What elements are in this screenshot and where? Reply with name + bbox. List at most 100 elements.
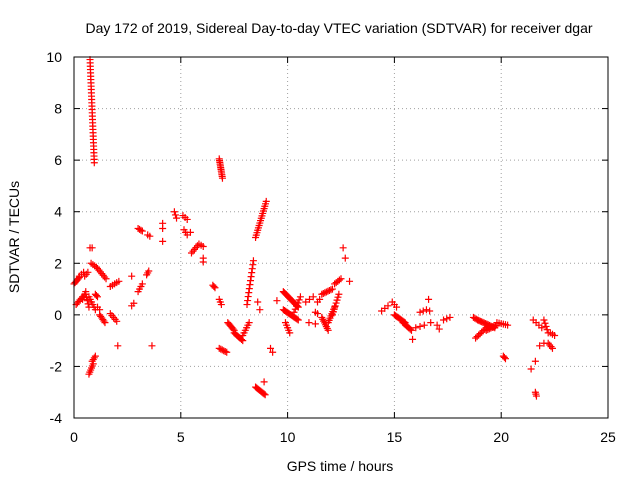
data-point [256,306,264,314]
data-point [170,208,178,216]
data-point [305,295,313,303]
data-point [91,352,99,360]
data-point [491,322,499,330]
data-point [305,319,313,327]
grid-lines [74,57,608,418]
data-point [324,326,332,334]
data-point [199,243,207,251]
data-point [102,275,110,283]
data-point [540,316,548,324]
data-point [293,302,301,310]
data-point [293,315,301,323]
data-point [501,355,509,363]
data-point [319,289,327,297]
data-point [238,336,246,344]
data-point [261,391,269,399]
data-point [536,342,544,350]
data-point [325,287,333,295]
data-point [218,346,226,354]
data-point [210,282,218,290]
data-point [331,302,339,310]
data-point [500,353,508,361]
y-axis-label: SDTVAR / TECUs [6,181,22,293]
data-point [145,267,153,275]
data-point [393,303,401,311]
data-point [416,322,424,330]
data-point [443,315,451,323]
data-point [171,211,179,219]
data-point [335,276,343,284]
plot-area-border [73,56,609,419]
data-point [146,232,154,240]
data-point [254,298,262,306]
data-point [314,310,322,318]
data-point [478,328,486,336]
data-point [296,293,304,301]
y-tick-label: 6 [54,152,62,168]
data-point [472,334,480,342]
axis-ticks: 0 5 10 15 20 25 -4 -2 0 2 4 6 8 10 [46,49,616,445]
data-point [217,345,225,353]
data-point [321,289,329,297]
data-point [130,299,138,307]
data-point [435,325,443,333]
data-point [334,293,342,301]
data-point [531,357,539,365]
data-point [291,305,299,313]
y-tick-label: 0 [54,307,62,323]
x-tick-label: 25 [600,429,616,445]
data-point [324,287,332,295]
data-point [346,277,354,285]
data-point [406,325,414,333]
data-point [341,254,349,262]
data-point [96,306,104,314]
data-point [542,322,550,330]
data-point [262,197,270,205]
data-point [412,324,420,332]
data-point [229,325,237,333]
data-points [70,56,559,400]
data-point [84,268,92,276]
data-point [113,317,121,325]
data-point [322,288,330,296]
data-point [548,344,556,352]
y-tick-label: 8 [54,101,62,117]
data-point [88,244,96,252]
data-point [173,214,181,222]
data-point [290,308,298,316]
data-point [420,321,428,329]
data-point [183,215,191,223]
data-point [427,319,435,327]
data-point [416,308,424,316]
data-point [273,297,281,305]
data-point [422,306,430,314]
data-point [488,323,496,331]
chart-title: Day 172 of 2019, Sidereal Day-to-day VTE… [85,20,592,36]
y-tick-label: 2 [54,255,62,271]
y-tick-label: -2 [50,358,63,374]
data-point [211,284,219,292]
data-point [128,272,136,280]
data-point [333,296,341,304]
data-point [218,174,226,182]
data-point [473,333,481,341]
data-point [551,331,559,339]
data-point [426,307,434,315]
data-point [332,299,340,307]
data-point [476,330,484,338]
data-point [249,257,257,265]
data-point [138,227,146,235]
data-point [186,228,194,236]
data-point [223,348,231,356]
data-point [527,365,535,373]
data-point [328,311,336,319]
data-point [330,305,338,313]
data-point [504,321,512,329]
data-point [294,316,302,324]
data-point [260,390,268,398]
data-point [327,286,335,294]
data-point [337,275,345,283]
data-point [490,323,498,331]
data-point [114,342,122,350]
